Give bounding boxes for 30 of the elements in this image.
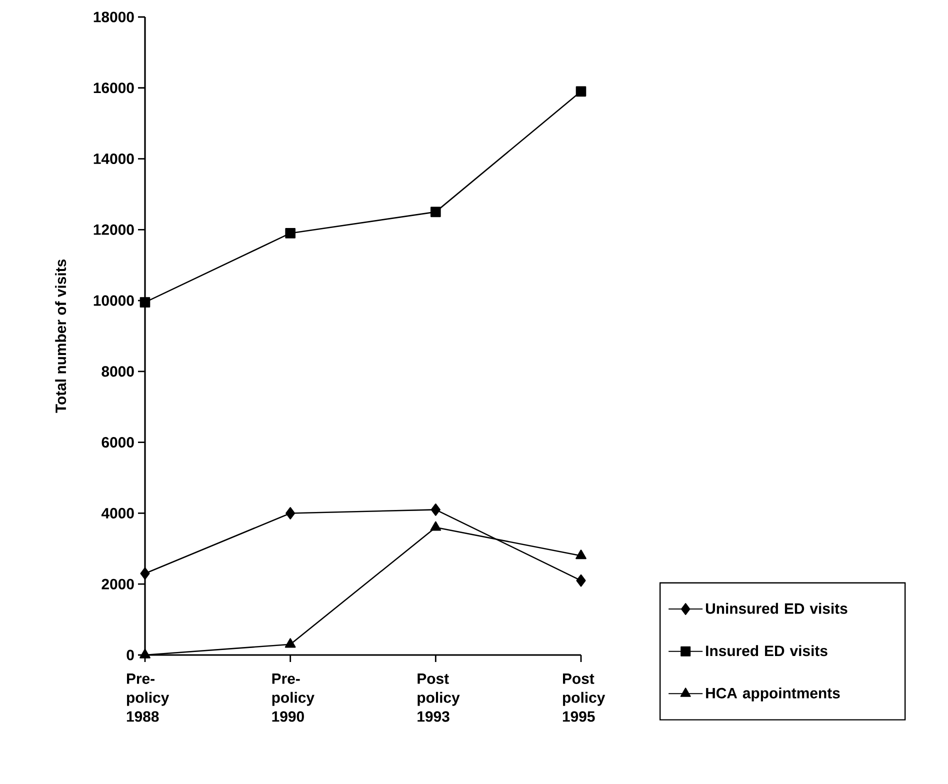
point [576,574,586,587]
y-tick-label: 12000 [94,224,134,235]
y-tick-label: 0 [126,650,134,660]
legend-label: Uninsured ED visits [706,602,848,614]
point [140,297,150,308]
point [430,521,442,531]
point [576,86,586,97]
x-tick-label: Post policy 1995 [562,674,606,722]
point [286,507,296,520]
point [430,504,440,516]
y-tick-label: 10000 [94,295,134,306]
y-axis-title: Total number of visits [55,260,66,413]
legend-label: Insured ED visits [706,645,828,656]
y-tick-label: 14000 [94,153,134,164]
point [576,550,586,560]
y-tick-label: 18000 [94,12,134,22]
x-tick-label: Pre-policy 1990 [272,674,314,722]
x-tick-label: Post policy 1993 [418,674,460,722]
x-tick-label: Pre-policy 1988 [126,674,170,722]
point [285,228,296,238]
point [284,638,296,648]
y-tick-label: 4000 [101,508,134,519]
point [430,206,441,218]
point [140,567,150,580]
y-tick-label: 6000 [102,437,134,448]
y-tick-label: 8000 [102,366,134,377]
y-tick-label: 2000 [102,578,134,590]
point [140,648,150,658]
legend-label: HCA appointments [706,687,840,702]
y-tick-label: 16000 [94,82,134,94]
